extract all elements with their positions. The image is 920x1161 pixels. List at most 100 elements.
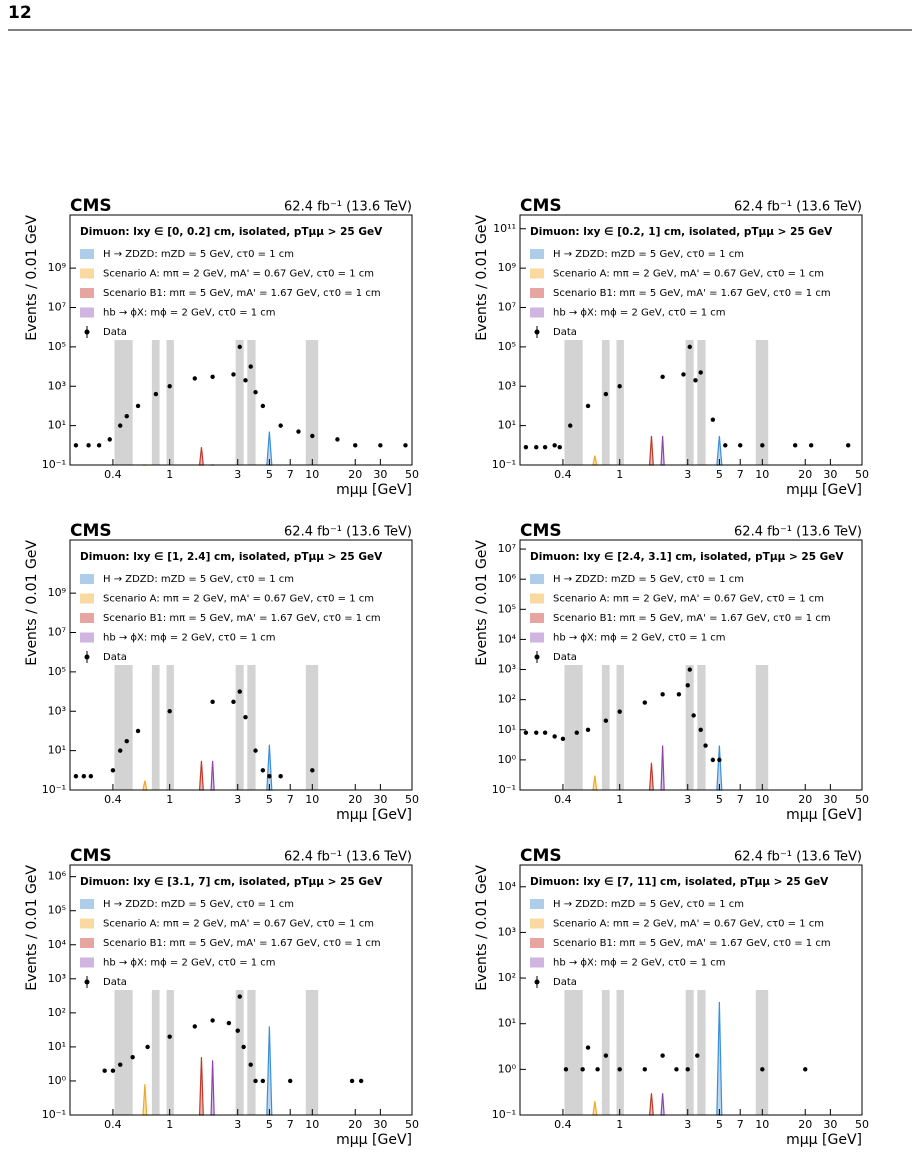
vetoed-region [151, 340, 160, 465]
signal-area [648, 435, 654, 466]
x-tick-label: 0.4 [554, 1118, 572, 1131]
y-tick-label: 10⁷ [48, 301, 66, 314]
vetoed-region [601, 990, 610, 1115]
y-tick-label: 10³ [48, 379, 66, 392]
x-tick-label: 50 [405, 793, 419, 806]
y-axis-label: Events / 0.01 GeV [24, 215, 40, 341]
legend-swatch [80, 632, 94, 643]
experiment-label: CMS [520, 521, 562, 541]
y-tick-label: 10¹ [498, 723, 516, 736]
legend-label: Scenario A: mπ = 2 GeV, mA' = 0.67 GeV, … [103, 594, 374, 605]
selection-label: Dimuon: lxy ∈ [0.2, 1] cm, isolated, pTμ… [530, 226, 833, 238]
data-point [237, 344, 242, 350]
y-tick-label: 10⁷ [48, 626, 66, 639]
data-point [676, 692, 682, 697]
y-tick-label: 10¹ [48, 1040, 66, 1053]
x-tick-label: 1 [616, 1118, 623, 1131]
y-tick-label: 10⁻¹ [492, 1108, 516, 1121]
data-point [226, 1020, 232, 1026]
data-point [695, 1053, 700, 1058]
selection-label: Dimuon: lxy ∈ [2.4, 3.1] cm, isolated, p… [530, 551, 844, 563]
data-point [674, 1067, 679, 1072]
data-point [563, 1067, 569, 1072]
legend-marker [84, 329, 90, 335]
panel: 0.4 1 3 5 7 10 20 30 50 10⁻¹ 10⁰ 10¹ 10² 10³ 10⁴ 10⁵ 10⁶… [474, 521, 869, 823]
y-tick-label: 10² [48, 1006, 66, 1019]
data-point [542, 730, 548, 735]
data-point [267, 774, 272, 779]
y-tick-label: 10⁰ [498, 1062, 517, 1075]
legend-swatch [80, 268, 94, 279]
axes-frame [69, 864, 413, 1116]
vetoed-region [616, 340, 624, 465]
signal-area [142, 1084, 148, 1116]
data-point [523, 730, 529, 735]
vetoed-region [697, 990, 706, 1115]
y-tick-label: 10⁰ [48, 1074, 67, 1087]
data-point [557, 445, 562, 450]
legend-label: H → ZDZD: mZD = 5 GeV, cτ0 = 1 cm [103, 899, 294, 910]
legend-swatch [530, 288, 544, 298]
data-point [738, 443, 743, 448]
y-tick-label: 10⁷ [498, 542, 516, 555]
data-point [378, 443, 383, 448]
x-tick-label: 30 [823, 468, 837, 481]
data-point [542, 445, 548, 450]
vetoed-region [114, 340, 133, 465]
data-point [153, 391, 159, 397]
x-axis-label: mμμ [GeV] [786, 482, 862, 498]
data-point [73, 774, 79, 779]
data-point [310, 433, 315, 439]
x-tick-label: 10 [755, 793, 769, 806]
selection-label: Dimuon: lxy ∈ [3.1, 7] cm, isolated, pTμ… [80, 876, 383, 888]
x-tick-label: 30 [823, 1118, 837, 1131]
experiment-label: CMS [70, 521, 112, 541]
vetoed-region [305, 340, 319, 465]
data-point [617, 1067, 622, 1072]
y-tick-label: 10⁴ [48, 938, 67, 951]
data-point [660, 692, 665, 697]
y-tick-label: 10⁻¹ [42, 783, 66, 796]
data-point [210, 1018, 215, 1023]
x-tick-label: 10 [305, 468, 319, 481]
lumi-label: 62.4 fb⁻¹ (13.6 TeV) [734, 850, 862, 865]
x-tick-label: 7 [737, 468, 744, 481]
x-tick-label: 5 [716, 468, 723, 481]
data-point [687, 344, 692, 350]
data-point [248, 1062, 253, 1067]
x-tick-label: 7 [737, 793, 744, 806]
legend-swatch [530, 574, 544, 584]
lumi-label: 62.4 fb⁻¹ (13.6 TeV) [284, 850, 412, 865]
vetoed-region [114, 990, 133, 1115]
data-point [681, 372, 686, 377]
legend-swatch [80, 938, 94, 948]
x-axis-label: mμμ [GeV] [336, 807, 412, 823]
data-point [603, 391, 609, 397]
y-tick-label: 10⁴ [498, 632, 517, 645]
data-point [723, 443, 728, 448]
data-point [260, 403, 266, 409]
data-point [167, 1034, 172, 1039]
data-point [86, 443, 91, 448]
legend-swatch [530, 307, 544, 318]
legend-label: Data [553, 977, 577, 988]
selection-label: Dimuon: lxy ∈ [7, 11] cm, isolated, pTμμ… [530, 876, 829, 888]
axes-frame [519, 214, 863, 466]
y-axis-label: Events / 0.01 GeV [474, 865, 490, 991]
vetoed-region [564, 665, 583, 790]
data-point [278, 774, 283, 779]
data-point [693, 378, 698, 383]
legend-label: Scenario A: mπ = 2 GeV, mA' = 0.67 GeV, … [103, 919, 374, 930]
x-tick-label: 0.4 [104, 468, 122, 481]
legend-swatch [80, 593, 94, 604]
x-tick-label: 7 [287, 1118, 294, 1131]
x-axis-label: mμμ [GeV] [786, 807, 862, 823]
signal-area [648, 1093, 654, 1116]
vetoed-region [601, 665, 610, 790]
legend-swatch [80, 918, 94, 929]
x-tick-label: 50 [405, 468, 419, 481]
x-tick-label: 0.4 [104, 793, 122, 806]
legend-swatch [530, 632, 544, 643]
data-point [110, 1068, 116, 1073]
